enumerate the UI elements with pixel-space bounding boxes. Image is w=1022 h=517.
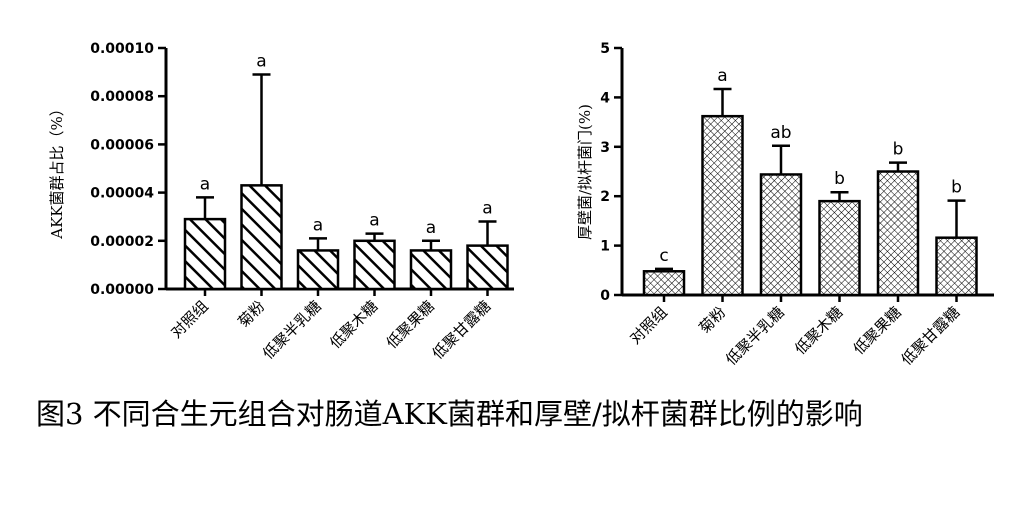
bar (701, 114, 744, 297)
significance-label: b (951, 178, 962, 198)
akk-chart: 0.00000 0.00002 0.00004 0.00006 0.00008 0.000… (48, 41, 514, 363)
y-tick-label: 4 (600, 90, 610, 106)
significance-label: b (893, 140, 904, 160)
significance-label: a (482, 199, 492, 219)
figure-caption: 图3 不同合生元组合对肠道AKK菌群和厚壁/拟杆菌群比例的影响 (36, 397, 863, 431)
category-label: 菊粉 (695, 303, 729, 337)
significance-label: a (369, 211, 379, 231)
category-label: 对照组 (626, 303, 671, 348)
bar (818, 199, 861, 297)
bar (876, 170, 920, 297)
y-tick-label: 5 (600, 41, 610, 57)
significance-label: a (200, 174, 210, 194)
category-label: 菊粉 (234, 297, 268, 331)
significance-label: a (717, 66, 727, 86)
category-label: 对照组 (167, 297, 212, 342)
bar (296, 249, 340, 291)
bar (409, 249, 453, 291)
y-tick-label: 1 (600, 239, 610, 255)
y-tick-label: 3 (600, 140, 610, 156)
significance-label: ab (770, 123, 791, 143)
significance-label: a (313, 215, 323, 235)
significance-label: a (256, 52, 266, 72)
category-label: 低聚木糖 (326, 297, 381, 352)
y-axis-title: 厚壁菌/拟杆菌门(%) (576, 104, 594, 240)
bar (353, 239, 396, 291)
bar (240, 184, 283, 291)
y-tick-label: 0.00010 (90, 41, 154, 57)
category-label: 低聚甘露糖 (429, 297, 495, 363)
y-tick-label: 0.00000 (90, 282, 154, 298)
y-tick-label: 0.00008 (90, 89, 154, 105)
category-label: 低聚果糖 (850, 303, 905, 358)
y-tick-label: 0 (600, 288, 610, 304)
y-tick-label: 0.00002 (90, 234, 154, 250)
significance-label: c (659, 246, 668, 266)
firmicutes-bacteroidetes-chart: 0 1 2 3 4 5 厚壁菌/拟杆菌门(%) c 对照组 a 菊粉 ab 低聚半乳糖 b 低聚木糖 b 低聚果… (576, 41, 994, 369)
category-label: 低聚半乳糖 (722, 303, 788, 369)
bar (759, 173, 803, 297)
bar (183, 217, 227, 291)
category-label: 低聚甘露糖 (898, 303, 964, 369)
category-label: 低聚半乳糖 (259, 297, 325, 363)
significance-label: a (426, 218, 436, 238)
category-label: 低聚木糖 (791, 303, 846, 358)
bar (642, 270, 686, 297)
y-tick-label: 0.00006 (90, 137, 154, 153)
bar (466, 244, 509, 291)
significance-label: b (834, 169, 845, 189)
y-tick-label: 0.00004 (90, 186, 154, 202)
y-tick-label: 2 (600, 189, 610, 205)
bar (935, 236, 978, 297)
y-axis-title: AKK菌群占比（%） (48, 101, 66, 240)
category-label: 低聚果糖 (383, 297, 438, 352)
